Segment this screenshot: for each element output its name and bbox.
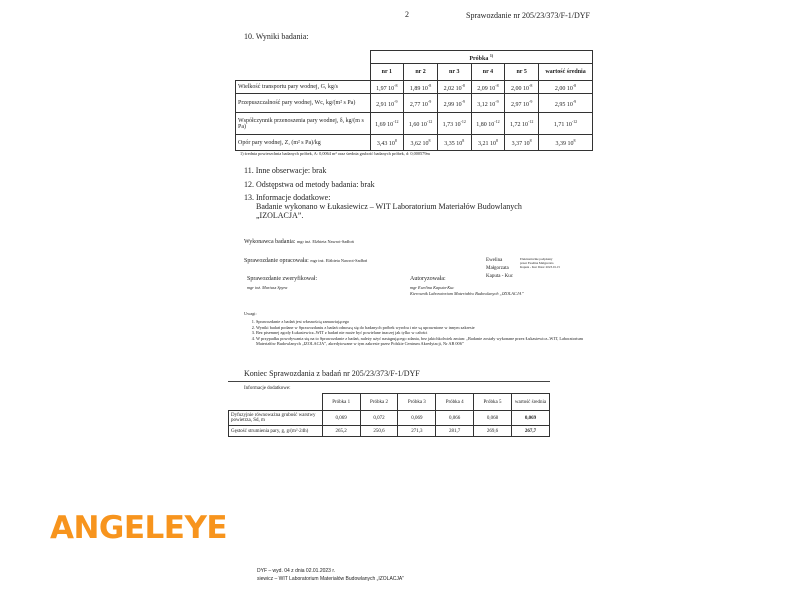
column-header: nr 4 [470, 63, 506, 81]
cell-value: 0,069 [397, 410, 437, 426]
table-row: Dyfuzyjnie równoważna grubość warstwy po… [228, 410, 551, 426]
cell-value: 265,2 [321, 425, 361, 437]
column-header: Próbka 4 [435, 393, 475, 411]
esign-details: Elektronicznie podpisany przez Ewelina M… [520, 257, 561, 269]
column-header: nr 3 [436, 63, 472, 81]
esign-name: Ewelina Małgorzata Kaputa - Kuc [486, 258, 513, 279]
cell-value: 1,72 10-12 [504, 112, 540, 135]
cell-value: 250,6 [359, 425, 399, 437]
cell-value: 3,35 108 [436, 134, 472, 151]
cell-value: 2,09 10-8 [470, 80, 506, 94]
cell-value: 3,21 108 [470, 134, 506, 151]
table-row: Współczynnik przenoszenia pary wodnej, δ… [235, 112, 593, 135]
prepared-by: Sprawozdanie opracowała: mgr inż. Elżbie… [244, 258, 368, 264]
cell-value: 0,068 [473, 410, 512, 426]
row-label: Współczynnik przenoszenia pary wodnej, δ… [235, 112, 371, 135]
cell-value: 269,6 [473, 425, 512, 437]
cell-value: 267,7 [510, 425, 551, 437]
cell-value: 1,60 10-12 [403, 112, 438, 135]
section-10-title: 10. Wyniki badania: [244, 32, 309, 41]
column-header: wartość średnia [538, 63, 593, 81]
column-header: wartość średnia [510, 393, 551, 411]
cell-value: 2,91 10-9 [369, 93, 405, 113]
cell-value: 3,43 108 [369, 134, 405, 151]
authorized-label: Autoryzowała: [410, 276, 446, 282]
notes-list: Sprawozdanie z badań jest własnością zam… [244, 319, 589, 347]
cell-value: 3,62 108 [403, 134, 438, 151]
section-11: 11. Inne obserwacje: brak [244, 166, 327, 175]
authorized-name: mgr Ewelina Kaputa-Kuc [410, 285, 455, 290]
row-label: Dyfuzyjnie równoważna grubość warstwy po… [228, 410, 323, 426]
cell-value: 3,12 10-9 [470, 93, 506, 113]
cell-value: 2,97 10-9 [504, 93, 540, 113]
verified-label: Sprawozdanie zweryfikował: [247, 276, 318, 282]
footer-line2: siewicz – WIT Laboratorium Materiałów Bu… [257, 576, 404, 582]
cell-value: 1,71 10-12 [538, 112, 593, 135]
note-item: W przypadku powoływania się na to Sprawo… [256, 336, 589, 347]
note-item: Bez pisemnej zgody Łukasiewicz–WIT z bad… [256, 330, 589, 336]
row-label: Wielkość transportu pary wodnej, G, kg/s [235, 80, 371, 94]
column-header: Próbka 3 [397, 393, 437, 411]
cell-value: 2,99 10-9 [436, 93, 472, 113]
cell-value: 2,77 10-9 [403, 93, 438, 113]
cell-value: 1,97 10-8 [369, 80, 405, 94]
cell-value: 2,00 10-8 [538, 80, 593, 94]
note-item: Sprawozdanie z badań jest własnością zam… [256, 319, 589, 325]
cell-value: 1,73 10-12 [436, 112, 472, 135]
verified-name: mgr inż. Mariusz Spyra [247, 285, 288, 290]
cell-value: 2,02 10-8 [436, 80, 472, 94]
column-header: nr 2 [403, 63, 438, 81]
row-label: Opór pary wodnej, Z, (m² s Pa)/kg [235, 134, 371, 151]
section-13-title: 13. Informacje dodatkowe: [244, 193, 331, 202]
performer: Wykonawca badania: mgr inż. Elżbieta Naw… [244, 239, 354, 245]
table-row: Opór pary wodnej, Z, (m² s Pa)/kg 3,43 10… [235, 134, 593, 151]
cell-value: 0,069 [510, 410, 551, 426]
table-row: Gęstość strumienia pary, g, g/(m²·24h) 26… [228, 425, 551, 437]
extra-table: Próbka 1 Próbka 2 Próbka 3 Próbka 4 Próbka 5… [228, 393, 551, 437]
note-item: Wyniki badań podane w Sprawozdaniu z bad… [256, 325, 589, 331]
cell-value: 0,066 [435, 410, 475, 426]
cell-value: 0,072 [359, 410, 399, 426]
extra-title: Informacje dodatkowe: [244, 386, 291, 391]
table-footnote: 1) średnia powierzchnia badanych próbek,… [240, 151, 430, 156]
column-header: nr 1 [369, 63, 405, 81]
cell-value: 1,89 10-8 [403, 80, 438, 94]
notes-title: Uwagi: [244, 311, 257, 316]
results-table: Próbka 1) nr 1 nr 2 nr 3 nr 4 nr 5 wartość śr… [235, 50, 593, 151]
cell-value: 281,7 [435, 425, 475, 437]
table-row: Wielkość transportu pary wodnej, G, kg/s… [235, 80, 593, 94]
report-id: Sprawozdanie nr 205/23/373/F-1/DYF [466, 11, 590, 20]
section-13-line1: Badanie wykonano w Łukasiewicz – WIT Lab… [256, 202, 522, 211]
authorized-role: Kierownik Laboratorium Materiałów Budowl… [410, 291, 524, 296]
cell-value: 3,39 108 [538, 134, 593, 151]
cell-value: 3,37 108 [504, 134, 540, 151]
angeleye-watermark-logo: ANGELEYE [50, 510, 228, 546]
cell-value: 271,3 [397, 425, 437, 437]
cell-value: 1,80 10-12 [470, 112, 506, 135]
column-header: Próbka 2 [359, 393, 399, 411]
row-label: Przepuszczalność pary wodnej, Wc, kg/(m²… [235, 93, 371, 113]
cell-value: 1,69 10-12 [369, 112, 405, 135]
page-number: 2 [405, 10, 409, 19]
divider [228, 381, 550, 382]
group-header: Próbka 1) [369, 50, 593, 64]
footer-line1: DYF – wyd. 04 z dnia 02.01.2023 r. [257, 568, 336, 574]
section-13-line2: „IZOLACJA”. [256, 211, 304, 220]
end-title: Koniec Sprawozdania z badań nr 205/23/37… [244, 369, 420, 378]
column-header: Próbka 5 [473, 393, 512, 411]
column-header: Próbka 1 [321, 393, 361, 411]
cell-value: 2,95 10-9 [538, 93, 593, 113]
table-row: Przepuszczalność pary wodnej, Wc, kg/(m²… [235, 93, 593, 113]
cell-value: 0,069 [321, 410, 361, 426]
column-header: nr 5 [504, 63, 540, 81]
section-12: 12. Odstępstwa od metody badania: brak [244, 180, 375, 189]
row-label: Gęstość strumienia pary, g, g/(m²·24h) [228, 425, 323, 437]
cell-value: 2,00 10-8 [504, 80, 540, 94]
